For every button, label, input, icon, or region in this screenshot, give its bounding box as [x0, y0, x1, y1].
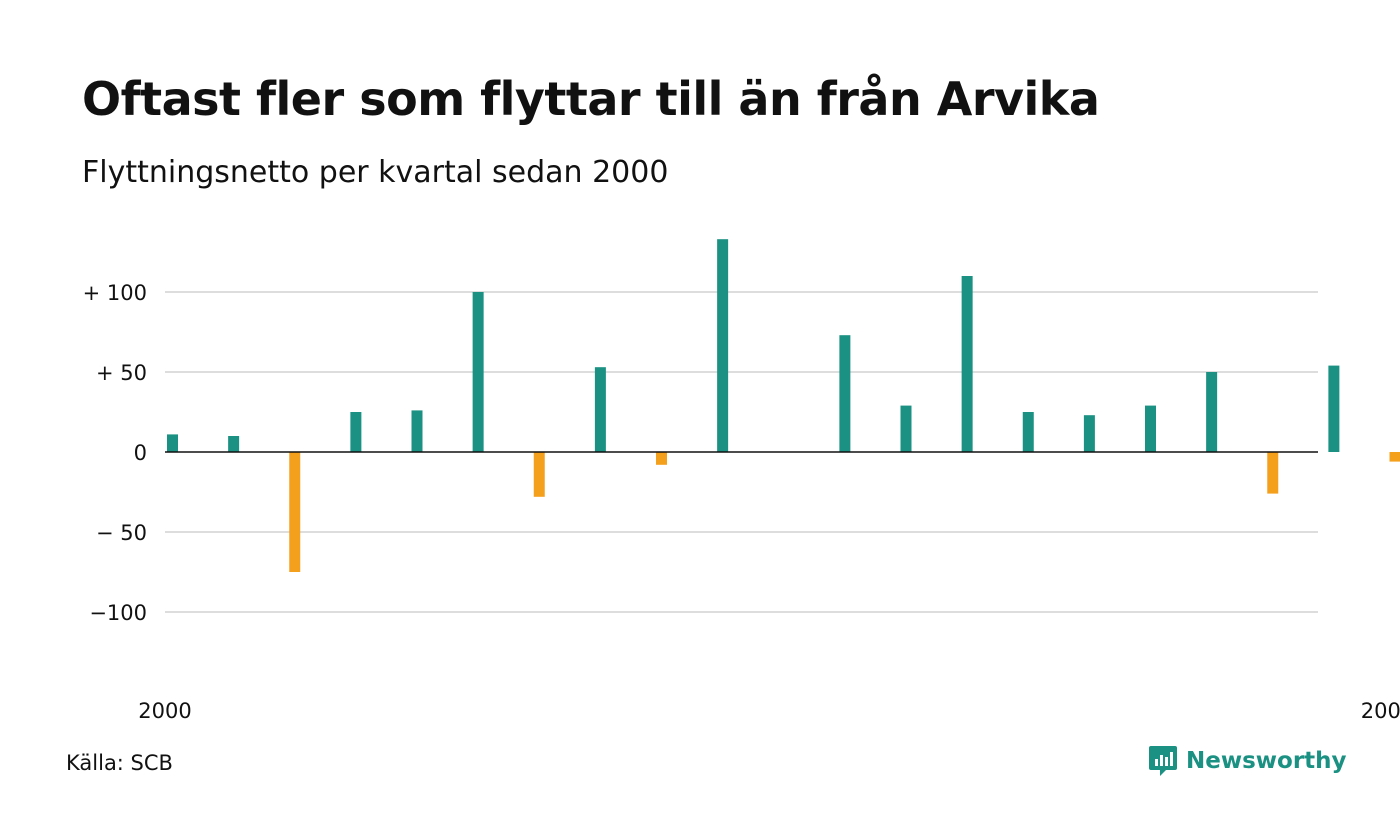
bar — [656, 452, 667, 465]
brand-logo: Newsworthy — [1148, 744, 1347, 778]
bar — [1328, 365, 1340, 452]
bars — [167, 239, 1400, 572]
chart-title: Oftast fler som flyttar till än från Arv… — [82, 72, 1100, 126]
bar — [961, 276, 973, 452]
x-tick-label: 2005 — [1361, 699, 1400, 723]
chart-subtitle: Flyttningsnetto per kvartal sedan 2000 — [82, 155, 669, 190]
bar — [167, 434, 178, 452]
y-tick-label: 0 — [134, 441, 147, 465]
bar — [1206, 372, 1218, 452]
y-axis-ticks: + 100 + 50 0 − 50 −100 — [83, 281, 147, 625]
newsworthy-logo-icon — [1149, 746, 1177, 776]
bar — [1022, 412, 1034, 452]
bar — [594, 367, 606, 452]
x-axis-ticks: 20002005201020152020 — [138, 699, 1400, 723]
bar — [289, 452, 301, 572]
y-tick-label: + 100 — [83, 281, 147, 305]
x-tick-label: 2000 — [138, 699, 191, 723]
bar — [472, 292, 484, 452]
bar — [1267, 452, 1279, 494]
bar — [228, 436, 240, 452]
bar — [839, 335, 851, 452]
bar — [900, 405, 912, 452]
bar-chart: + 100+ 500− 50−100 20002005201020152020 — [83, 239, 1400, 723]
brand-name: Newsworthy — [1186, 748, 1347, 774]
bar — [533, 452, 545, 497]
y-tick-label: −100 — [89, 601, 147, 625]
bar — [1389, 452, 1400, 462]
source-note: Källa: SCB — [66, 751, 173, 775]
bar — [717, 239, 729, 452]
y-tick-label: + 50 — [96, 361, 147, 385]
bar — [1083, 415, 1095, 452]
gridlines — [165, 291, 1318, 613]
bar — [1145, 405, 1156, 452]
y-tick-label: − 50 — [96, 521, 147, 545]
bar — [411, 410, 423, 452]
bar — [350, 412, 362, 452]
